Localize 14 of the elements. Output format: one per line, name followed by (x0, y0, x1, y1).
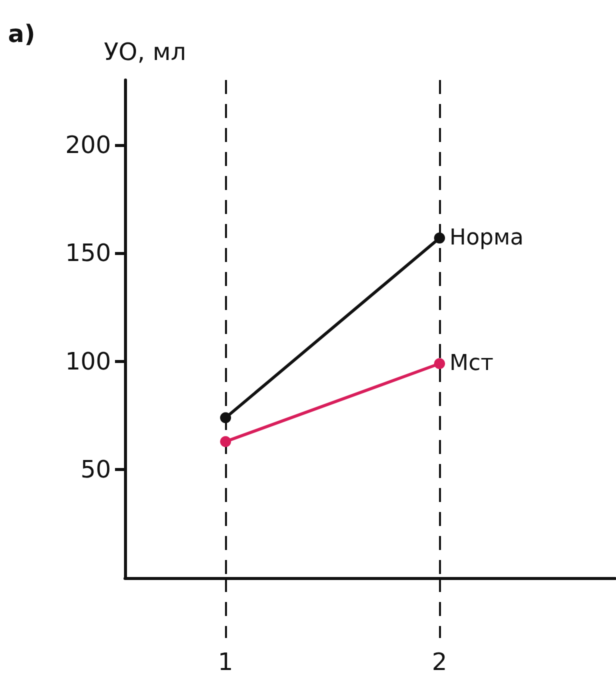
point (434, 232, 446, 244)
point (220, 412, 232, 424)
text: а) (8, 20, 36, 48)
series-label: Мст (450, 351, 494, 376)
series-label: Норма (450, 226, 524, 251)
y-tick-label: 200 (65, 130, 111, 159)
x-tick-label: 2 (432, 648, 448, 676)
x-tick-label: 1 (218, 648, 234, 676)
point (434, 358, 446, 370)
y-tick-label: 50 (80, 456, 111, 484)
y-axis-title: УО, мл (104, 38, 186, 66)
y-tick-label: 150 (65, 239, 111, 268)
point (220, 436, 232, 448)
y-tick-label: 100 (65, 347, 111, 376)
